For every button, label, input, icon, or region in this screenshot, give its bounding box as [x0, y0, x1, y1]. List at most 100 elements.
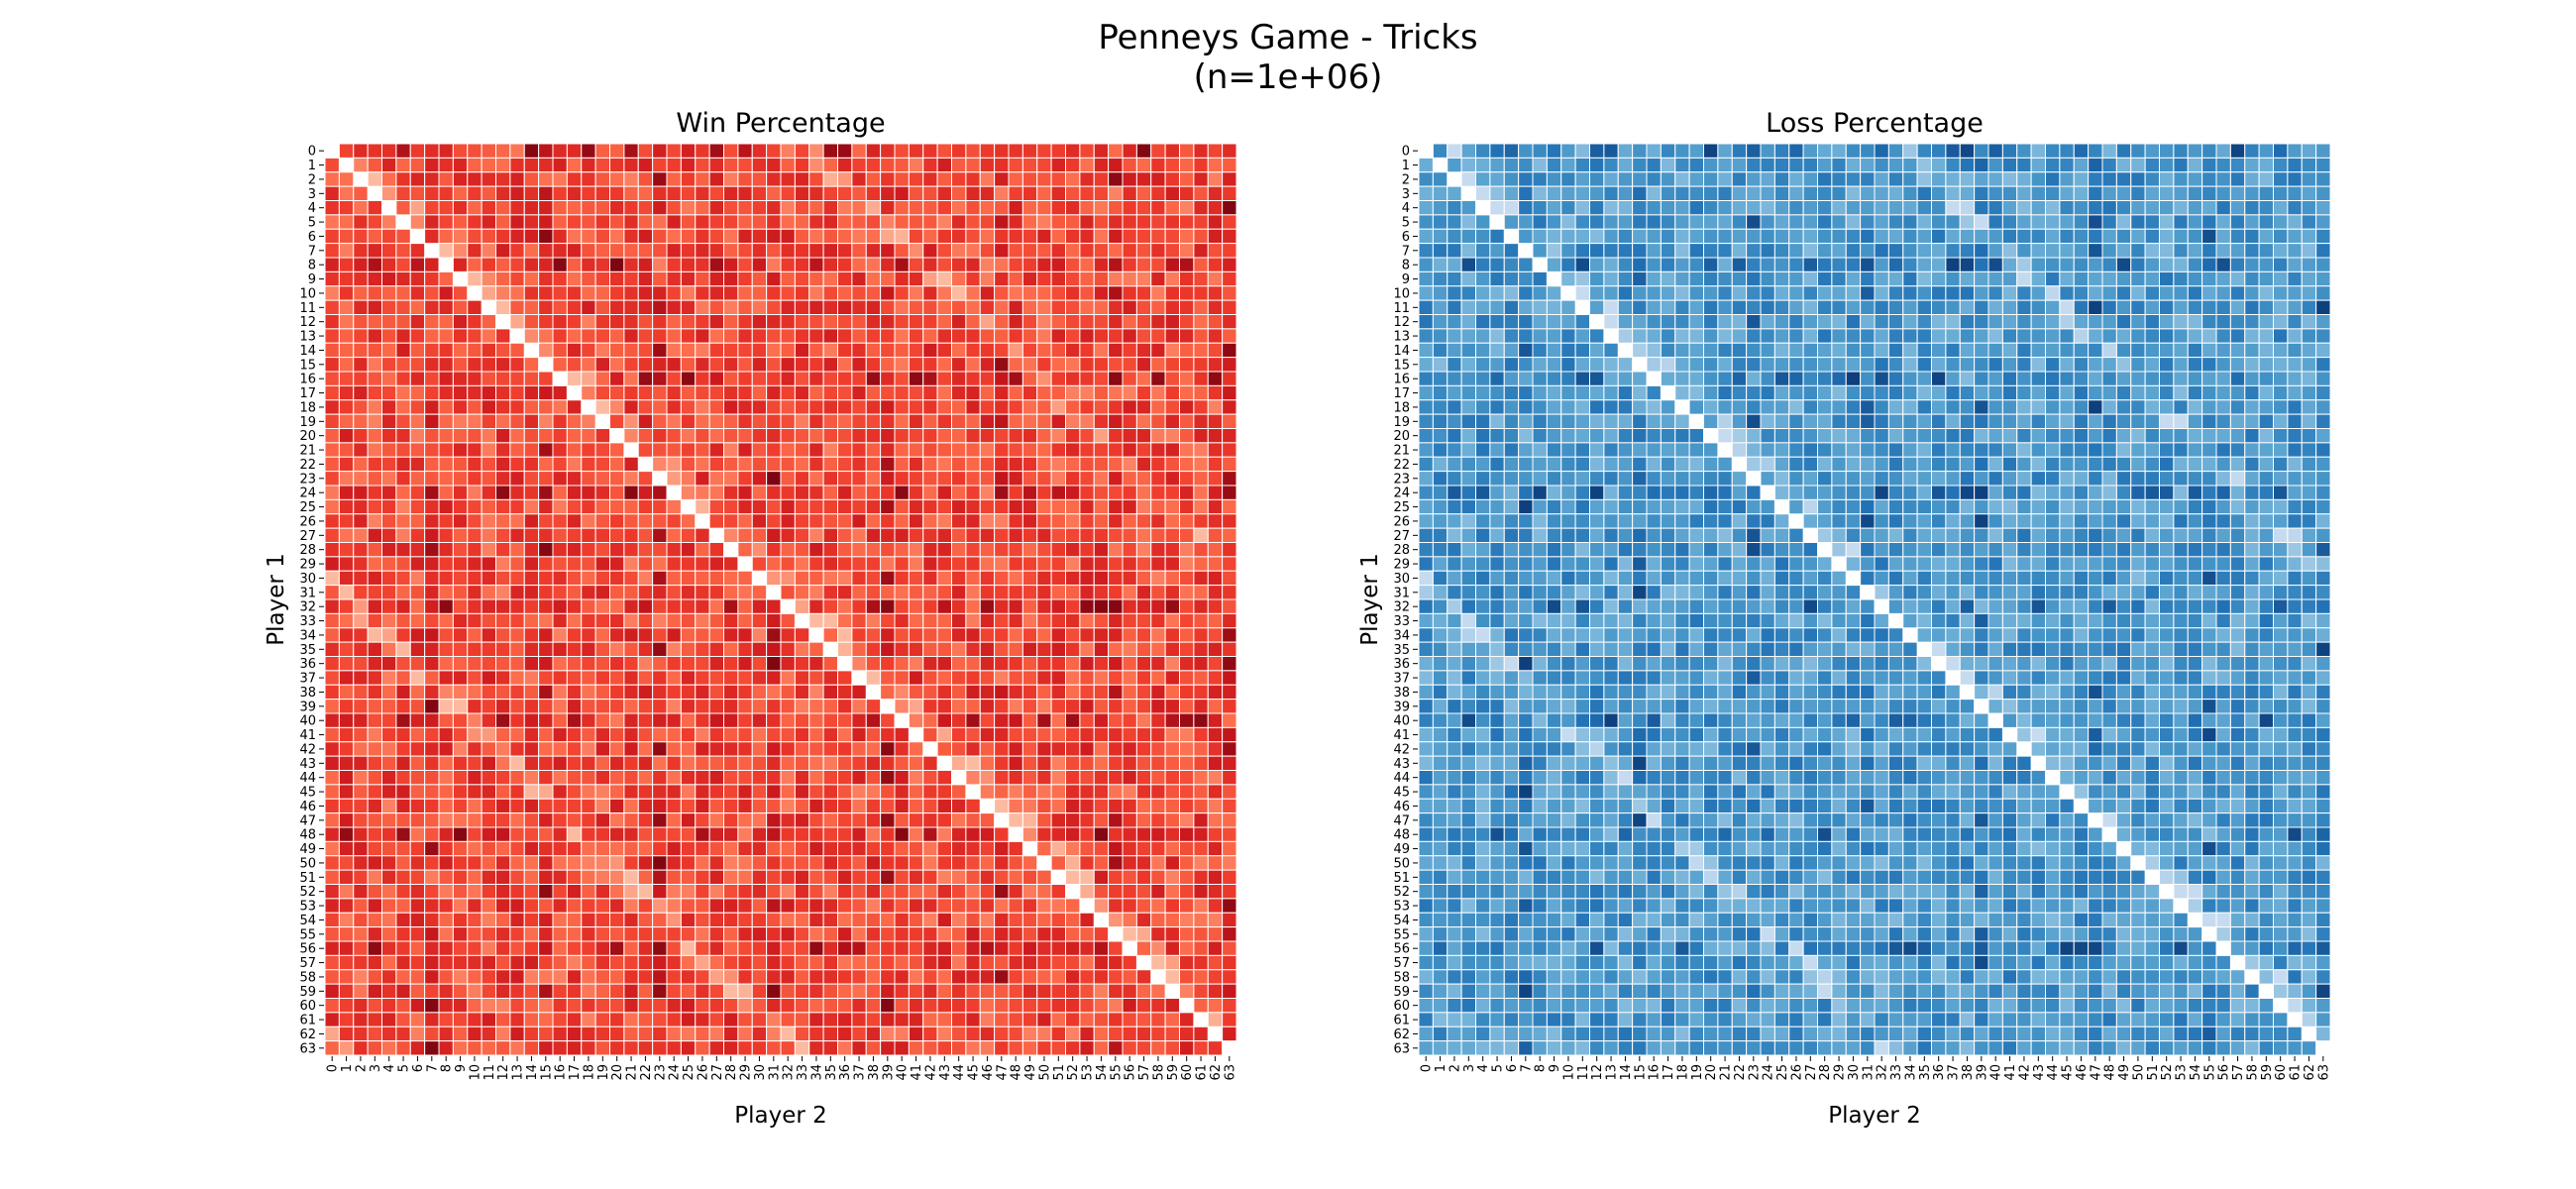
- heatmap-cell: [1987, 200, 2003, 216]
- heatmap-cell: [1660, 143, 1676, 159]
- heatmap-cell: [1717, 185, 1733, 202]
- heatmap-cell: [2315, 200, 2331, 216]
- heatmap-cell: [1731, 214, 1748, 230]
- heatmap-cell: [1945, 285, 1961, 301]
- heatmap-cell: [1945, 143, 1961, 159]
- heatmap-cell: [1475, 157, 1491, 173]
- heatmap-cell: [1432, 257, 1449, 272]
- heatmap-cell: [1788, 285, 1804, 301]
- heatmap-cell: [2173, 185, 2189, 202]
- heatmap-cell: [2273, 243, 2289, 259]
- heatmap-cell: [1589, 243, 1605, 259]
- heatmap-cell: [1860, 228, 1876, 245]
- heatmap-cell: [1845, 143, 1862, 159]
- figure-title: Penneys Game - Tricks: [1098, 18, 1478, 57]
- heatmap-cell: [1860, 257, 1876, 272]
- heatmap-cell: [1831, 214, 1847, 230]
- heatmap-cell: [2315, 285, 2331, 301]
- heatmap-cell: [1589, 257, 1605, 272]
- heatmap-cell: [1817, 257, 1833, 272]
- heatmap-cell: [1617, 185, 1634, 202]
- heatmap-cells: [1418, 143, 2331, 1056]
- heatmap-cell: [2016, 143, 2032, 159]
- heatmap-cell: [2101, 257, 2117, 272]
- heatmap-cell: [1688, 200, 1705, 216]
- heatmap-cell: [2273, 270, 2289, 287]
- heatmap-cell: [1418, 200, 1434, 216]
- heatmap-cell: [1703, 143, 1719, 159]
- heatmap-cell: [1788, 257, 1804, 272]
- heatmap-cell: [2030, 200, 2047, 216]
- heatmap-cell: [2045, 243, 2061, 259]
- heatmap-cell: [1418, 243, 1434, 259]
- heatmap-cell: [1902, 185, 1918, 202]
- heatmap-cell: [1817, 200, 1833, 216]
- heatmap-cell: [1902, 228, 1918, 245]
- heatmap-cell: [2030, 270, 2047, 287]
- heatmap-cell: [2258, 200, 2275, 216]
- heatmap-cell: [1874, 285, 1889, 301]
- heatmap-cell: [1546, 143, 1562, 159]
- heatmap-cell: [2016, 228, 2032, 245]
- heatmap-cell: [2229, 285, 2246, 301]
- heatmap-cell: [1475, 228, 1491, 245]
- heatmap-cell: [2088, 270, 2103, 287]
- heatmap-cell: [1931, 243, 1947, 259]
- heatmap-cell: [1731, 270, 1748, 287]
- heatmap-cell: [1746, 171, 1762, 187]
- heatmap-cell: [1831, 200, 1847, 216]
- heatmap-cell: [1489, 299, 1505, 316]
- heatmap-cell: [1632, 243, 1648, 259]
- heatmap-cell: [1887, 157, 1904, 173]
- heatmap-cell: [2001, 157, 2018, 173]
- heatmap-cell: [2073, 157, 2090, 173]
- heatmap-cell: [1945, 200, 1961, 216]
- heatmap-cell: [1432, 299, 1449, 316]
- heatmap-cell: [1503, 299, 1520, 316]
- heatmap-cell: [1617, 200, 1634, 216]
- heatmap-cell: [2244, 185, 2260, 202]
- heatmap-cell: [1760, 157, 1775, 173]
- heatmap-cell: [1760, 171, 1775, 187]
- heatmap-cell: [1574, 270, 1591, 287]
- heatmap-cell: [1788, 143, 1804, 159]
- heatmap-cell: [1731, 143, 1748, 159]
- heatmap-cell: [1460, 143, 1477, 159]
- heatmap-cell: [2215, 228, 2231, 245]
- heatmap-cell: [2273, 157, 2289, 173]
- heatmap-cell: [2187, 243, 2203, 259]
- heatmap-cell: [1617, 243, 1634, 259]
- heatmap-cell: [1945, 157, 1961, 173]
- heatmap-cell: [1560, 171, 1576, 187]
- heatmap-cell: [1574, 171, 1591, 187]
- heatmap-cell: [1703, 171, 1719, 187]
- heatmap-cell: [1432, 214, 1449, 230]
- heatmap-cell: [1688, 185, 1705, 202]
- heatmap-cell: [1603, 157, 1619, 173]
- heatmap-cell: [2173, 228, 2189, 245]
- heatmap-cell: [1447, 157, 1462, 173]
- heatmap-cell: [2258, 270, 2275, 287]
- heatmap-cell: [1987, 243, 2003, 259]
- heatmap-cell: [1632, 143, 1648, 159]
- heatmap-cell: [2229, 185, 2246, 202]
- heatmap-cell: [1887, 285, 1904, 301]
- heatmap-cell: [1674, 214, 1690, 230]
- heatmap-cell: [1731, 157, 1748, 173]
- heatmap-cell: [2173, 171, 2189, 187]
- heatmap-cell: [1916, 257, 1933, 272]
- heatmap-cell: [2315, 214, 2331, 230]
- heatmap-cell: [2115, 171, 2132, 187]
- heatmap-cell: [1916, 185, 1933, 202]
- heatmap-cell: [1546, 257, 1562, 272]
- heatmap-cell: [1945, 243, 1961, 259]
- heatmap-cell: [2130, 270, 2146, 287]
- heatmap-cell: [2159, 270, 2175, 287]
- heatmap-cell: [1987, 228, 2003, 245]
- heatmap-cell: [1646, 243, 1662, 259]
- heatmap-cell: [2315, 228, 2331, 245]
- heatmap-cell: [1931, 143, 1947, 159]
- heatmap-cell: [2173, 214, 2189, 230]
- heatmap-cell: [2229, 257, 2246, 272]
- heatmap-cell: [1703, 228, 1719, 245]
